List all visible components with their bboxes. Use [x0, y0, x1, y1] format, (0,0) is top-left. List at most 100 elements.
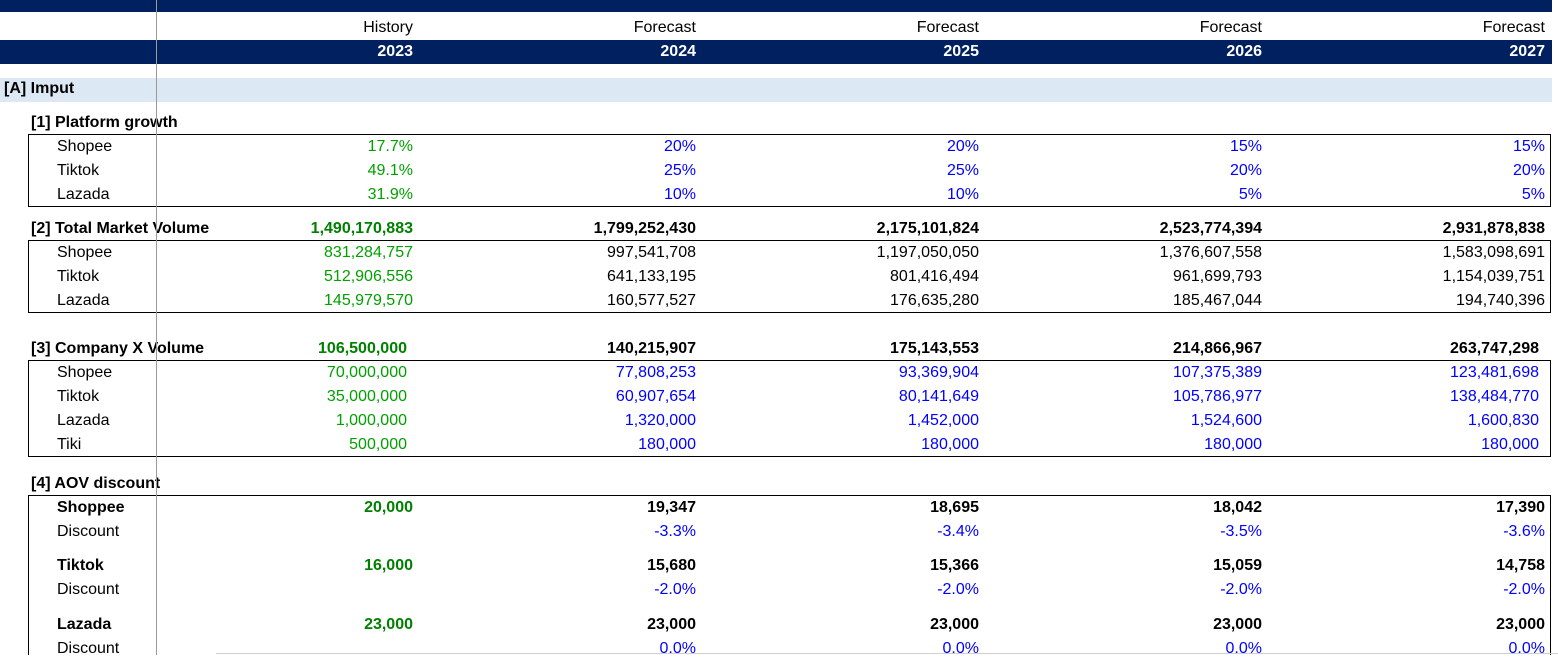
- market-volume-lazada-2026[interactable]: 185,467,044: [1173, 292, 1262, 309]
- platform-growth-tiktok-2026[interactable]: 20%: [1229, 162, 1262, 179]
- discount-shoppee-2026[interactable]: -3.5%: [1220, 523, 1262, 540]
- total-market-volume-total-2025[interactable]: 2,175,101,824: [876, 220, 979, 237]
- company-volume-shopee-2023[interactable]: 70,000,000: [326, 364, 407, 381]
- company-volume-tiki-2026[interactable]: 180,000: [1204, 436, 1262, 453]
- total-market-volume-title: [2] Total Market Volume: [31, 220, 210, 237]
- market-volume-label-tiktok: Tiktok: [57, 268, 100, 285]
- market-volume-shopee-2026[interactable]: 1,376,607,558: [1159, 244, 1262, 261]
- aov-shoppee-2024[interactable]: 19,347: [647, 499, 696, 516]
- market-volume-tiktok-2024[interactable]: 641,133,195: [607, 268, 696, 285]
- market-volume-tiktok-2023[interactable]: 512,906,556: [324, 268, 413, 285]
- discount-tiktok-2027[interactable]: -2.0%: [1503, 581, 1545, 598]
- aov-lazada-2024[interactable]: 23,000: [647, 616, 696, 633]
- company-volume-shopee-2026[interactable]: 107,375,389: [1173, 364, 1262, 381]
- aov-lazada-2026[interactable]: 23,000: [1213, 616, 1262, 633]
- company-volume-tiki-2025[interactable]: 180,000: [921, 436, 979, 453]
- company-volume-tiki-2024[interactable]: 180,000: [638, 436, 696, 453]
- header-type-2026: Forecast: [1199, 19, 1262, 36]
- discount-lazada-2025[interactable]: 0.0%: [942, 640, 979, 657]
- company-x-volume-total-2027[interactable]: 263,747,298: [1450, 340, 1539, 357]
- discount-tiktok-2026[interactable]: -2.0%: [1220, 581, 1262, 598]
- discount-shoppee-2025[interactable]: -3.4%: [937, 523, 979, 540]
- discount-shoppee-2024[interactable]: -3.3%: [654, 523, 696, 540]
- market-volume-shopee-2027[interactable]: 1,583,098,691: [1442, 244, 1545, 261]
- company-volume-tiktok-2026[interactable]: 105,786,977: [1173, 388, 1262, 405]
- aov-shoppee-2025[interactable]: 18,695: [930, 499, 979, 516]
- company-x-volume-total-2025[interactable]: 175,143,553: [890, 340, 979, 357]
- aov-shoppee-2027[interactable]: 17,390: [1496, 499, 1545, 516]
- company-volume-label-shopee: Shopee: [57, 364, 113, 381]
- market-volume-shopee-2023[interactable]: 831,284,757: [324, 244, 413, 261]
- company-volume-shopee-2024[interactable]: 77,808,253: [615, 364, 696, 381]
- total-market-volume-total-2027[interactable]: 2,931,878,838: [1442, 220, 1545, 237]
- total-market-volume-total-2024[interactable]: 1,799,252,430: [593, 220, 696, 237]
- platform-growth-label-lazada: Lazada: [57, 186, 110, 203]
- platform-growth-lazada-2027[interactable]: 5%: [1521, 186, 1545, 203]
- market-volume-tiktok-2027[interactable]: 1,154,039,751: [1442, 268, 1545, 285]
- aov-tiktok-2025[interactable]: 15,366: [930, 557, 979, 574]
- company-volume-lazada-2024[interactable]: 1,320,000: [624, 412, 696, 429]
- company-volume-tiki-2027[interactable]: 180,000: [1481, 436, 1539, 453]
- discount-tiktok-2025[interactable]: -2.0%: [937, 581, 979, 598]
- aov-tiktok-2026[interactable]: 15,059: [1213, 557, 1262, 574]
- market-volume-lazada-2027[interactable]: 194,740,396: [1456, 292, 1545, 309]
- platform-growth-box: [28, 134, 1551, 207]
- company-volume-tiktok-2025[interactable]: 80,141,649: [898, 388, 979, 405]
- company-volume-shopee-2025[interactable]: 93,369,904: [898, 364, 979, 381]
- header-type-2025: Forecast: [916, 19, 979, 36]
- aov-tiktok-2024[interactable]: 15,680: [647, 557, 696, 574]
- aov-tiktok-2027[interactable]: 14,758: [1496, 557, 1545, 574]
- platform-growth-tiktok-2025[interactable]: 25%: [946, 162, 979, 179]
- discount-shoppee-2027[interactable]: -3.6%: [1503, 523, 1545, 540]
- platform-growth-lazada-2023[interactable]: 31.9%: [367, 186, 413, 203]
- total-market-volume-total-2023[interactable]: 1,490,170,883: [310, 220, 413, 237]
- company-volume-lazada-2026[interactable]: 1,524,600: [1190, 412, 1262, 429]
- total-market-volume-box: [28, 240, 1551, 313]
- company-x-volume-total-2024[interactable]: 140,215,907: [607, 340, 696, 357]
- company-volume-tiktok-2023[interactable]: 35,000,000: [326, 388, 407, 405]
- company-volume-lazada-2025[interactable]: 1,452,000: [907, 412, 979, 429]
- platform-growth-tiktok-2027[interactable]: 20%: [1512, 162, 1545, 179]
- platform-growth-lazada-2025[interactable]: 10%: [946, 186, 979, 203]
- discount-lazada-2024[interactable]: 0.0%: [659, 640, 696, 657]
- platform-growth-shopee-2024[interactable]: 20%: [663, 138, 696, 155]
- aov-lazada-2025[interactable]: 23,000: [930, 616, 979, 633]
- year-header-bar: [0, 40, 1552, 64]
- platform-growth-lazada-2024[interactable]: 10%: [663, 186, 696, 203]
- aov-shoppee-2026[interactable]: 18,042: [1213, 499, 1262, 516]
- platform-growth-tiktok-2024[interactable]: 25%: [663, 162, 696, 179]
- discount-tiktok-2024[interactable]: -2.0%: [654, 581, 696, 598]
- company-volume-lazada-2027[interactable]: 1,600,830: [1467, 412, 1539, 429]
- discount-lazada-2026[interactable]: 0.0%: [1225, 640, 1262, 657]
- market-volume-lazada-2024[interactable]: 160,577,527: [607, 292, 696, 309]
- aov-shoppee-2023[interactable]: 20,000: [364, 499, 413, 516]
- aov-lazada-2027[interactable]: 23,000: [1496, 616, 1545, 633]
- market-volume-lazada-2023[interactable]: 145,979,570: [324, 292, 413, 309]
- aov-lazada-2023[interactable]: 23,000: [364, 616, 413, 633]
- market-volume-tiktok-2025[interactable]: 801,416,494: [890, 268, 979, 285]
- frozen-pane-divider[interactable]: [156, 0, 157, 655]
- platform-growth-shopee-2027[interactable]: 15%: [1512, 138, 1545, 155]
- company-volume-tiktok-2027[interactable]: 138,484,770: [1450, 388, 1539, 405]
- aov-tiktok-2023[interactable]: 16,000: [364, 557, 413, 574]
- total-market-volume-total-2026[interactable]: 2,523,774,394: [1159, 220, 1262, 237]
- market-volume-shopee-2025[interactable]: 1,197,050,050: [876, 244, 979, 261]
- platform-growth-lazada-2026[interactable]: 5%: [1238, 186, 1262, 203]
- company-x-volume-box: [28, 360, 1551, 457]
- market-volume-lazada-2025[interactable]: 176,635,280: [890, 292, 979, 309]
- platform-growth-shopee-2026[interactable]: 15%: [1229, 138, 1262, 155]
- company-x-volume-total-2023[interactable]: 106,500,000: [318, 340, 407, 357]
- discount-lazada-2027[interactable]: 0.0%: [1508, 640, 1545, 657]
- market-volume-shopee-2024[interactable]: 997,541,708: [607, 244, 696, 261]
- company-x-volume-total-2026[interactable]: 214,866,967: [1173, 340, 1262, 357]
- company-volume-tiki-2023[interactable]: 500,000: [349, 436, 407, 453]
- market-volume-tiktok-2026[interactable]: 961,699,793: [1173, 268, 1262, 285]
- company-volume-lazada-2023[interactable]: 1,000,000: [335, 412, 407, 429]
- platform-growth-shopee-2023[interactable]: 17.7%: [367, 138, 413, 155]
- platform-growth-tiktok-2023[interactable]: 49.1%: [367, 162, 413, 179]
- company-volume-shopee-2027[interactable]: 123,481,698: [1450, 364, 1539, 381]
- horizontal-scroll-edge: [216, 653, 1558, 654]
- company-volume-tiktok-2024[interactable]: 60,907,654: [615, 388, 696, 405]
- market-volume-label-shopee: Shopee: [57, 244, 113, 261]
- platform-growth-shopee-2025[interactable]: 20%: [946, 138, 979, 155]
